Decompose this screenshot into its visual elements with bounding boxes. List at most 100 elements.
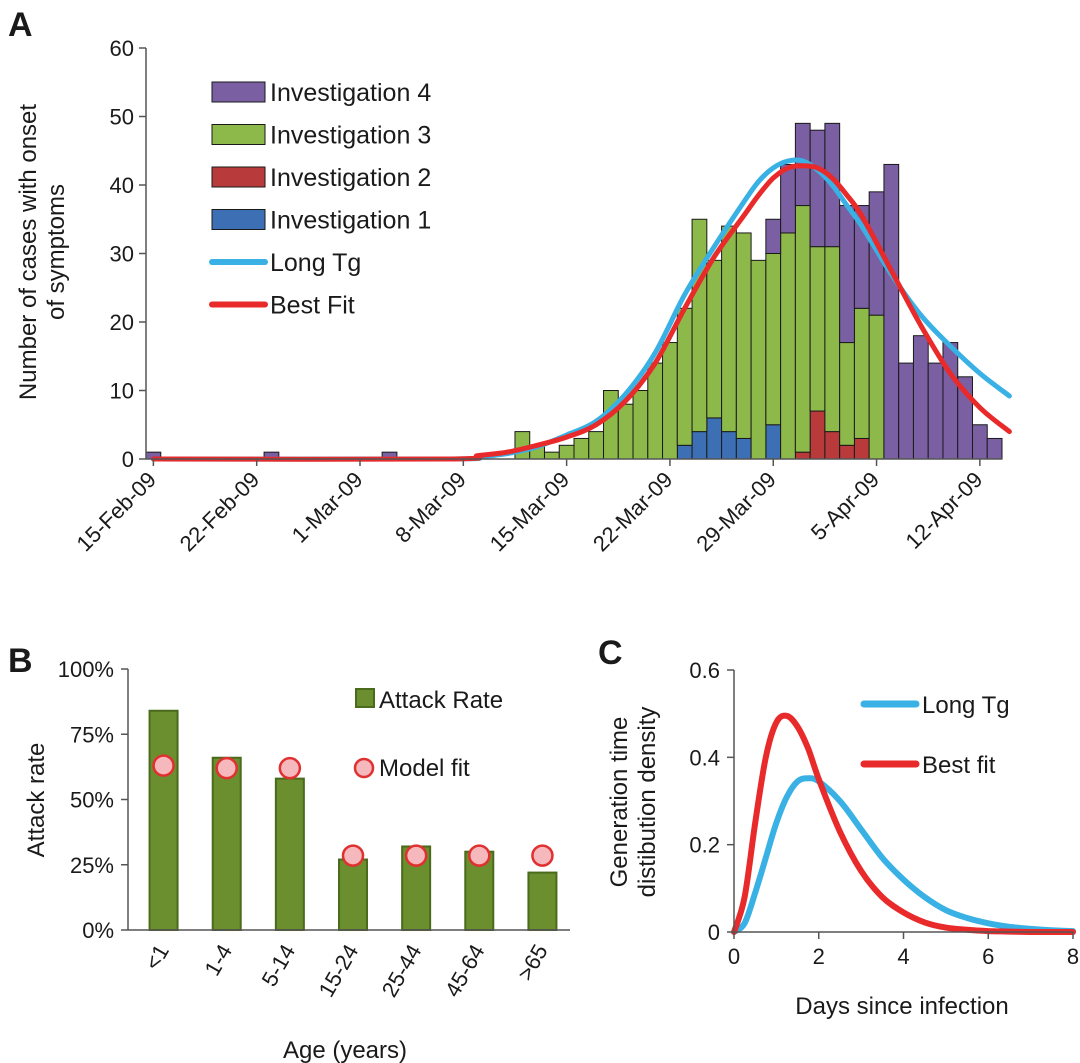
bar-investigation-3 [809,246,826,412]
x-tick-label: 4 [897,944,909,969]
attack-rate-bar [211,756,242,931]
legend-label: Investigation 1 [270,207,431,235]
bar-investigation-3 [765,253,782,426]
legend-swatch-attack-rate [355,688,375,708]
x-tick-label: 15-Mar-09 [485,467,574,556]
y-tick-label: 25% [70,853,114,878]
attack-rate-bar [274,777,305,931]
bar-investigation-3 [721,225,737,433]
legend-label-attack-rate: Attack Rate [379,687,503,714]
y-axis-title-line-2: distibution density [634,707,661,898]
bar-investigation-2 [794,451,811,460]
bar-investigation-3 [691,218,708,433]
bar-investigation-3 [780,232,796,460]
x-tick-label: 22-Mar-09 [588,467,677,556]
bar-investigation-2 [824,431,841,460]
y-tick-label: 50 [110,105,134,130]
y-axis-title-line-1: Number of cases with onset [15,104,42,400]
x-axis-title: Age (years) [283,1037,407,1063]
panel-a-lines [150,157,1012,462]
y-tick-label: 0.2 [689,833,720,858]
bar-investigation-3 [824,246,841,433]
legend-label: Best Fit [270,292,355,320]
y-tick-label: 0 [708,920,720,945]
bar-investigation-3 [676,307,693,446]
x-tick-label: 0 [728,944,740,969]
model-fit-marker [531,844,554,867]
bar-investigation-3 [853,307,870,439]
attack-rate-bar [338,858,368,932]
x-axis-title: Days since infection [795,993,1008,1020]
legend-swatch-investigation-4 [211,81,266,103]
best-fit-line [150,163,1012,462]
attack-rate-bar [527,871,558,932]
y-tick-label: 10 [110,379,134,404]
bar-investigation-4 [765,218,782,254]
y-tick-label: 30 [110,242,134,267]
legend-label: Long Tg [922,692,1010,719]
x-tick-label: 12-Apr-09 [901,467,988,554]
x-category-label: 25-44 [377,940,427,1001]
y-tick-label: 0% [82,918,114,943]
bar-investigation-4 [986,437,1003,460]
bar-investigation-4 [927,362,944,460]
model-fit-marker [278,756,302,780]
model-fit-marker [215,756,238,780]
bar-investigation-3 [647,362,664,460]
bar-investigation-4 [898,362,914,460]
x-category-label: 1-4 [199,940,237,980]
legend-swatch-investigation-1 [211,209,266,230]
panel-c-axes: 0 0.2 0.4 0.6 0 2 4 6 8 Days since infection Gener… [606,658,1079,1020]
panel-a-y-axis-title: Number of cases with onsetof symptoms [15,104,70,400]
bar-investigation-3 [662,342,678,460]
bar-investigation-3 [573,437,590,460]
bar-investigation-3 [839,342,855,446]
model-fit-marker [152,754,175,777]
bar-investigation-1 [765,424,782,460]
bar-investigation-3 [617,403,634,460]
legend-swatch-investigation-2 [211,166,266,188]
model-fit-marker [404,844,428,867]
y-axis-title: Attack rate [23,743,50,858]
x-category-label: 5-14 [257,940,301,991]
panel-a: A 0 10 20 30 40 50 60 15-Feb-09 22-Feb-09 1-Mar-0… [8,6,1012,556]
bar-investigation-4 [971,424,988,460]
x-category-label: 45-64 [440,940,490,1001]
panel-b-bars [148,709,558,932]
long-tg-curve [731,775,1076,935]
x-category-label: >65 [512,940,552,985]
x-tick-label: 8 [1067,944,1079,969]
bar-investigation-1 [735,437,752,460]
y-tick-label: 75% [70,722,114,747]
x-tick-label: 6 [982,944,994,969]
y-axis-title-line-1: Generation time [606,717,633,888]
bar-investigation-3 [588,431,605,460]
bar-investigation-3 [632,390,649,460]
x-tick-label: 8-Mar-09 [390,467,471,548]
bar-investigation-4 [883,163,900,460]
attack-rate-bar [148,709,179,932]
legend-label: Investigation 2 [270,164,431,192]
bar-investigation-1 [706,417,723,460]
x-tick-label: 29-Mar-09 [691,467,780,556]
bar-investigation-4 [780,163,796,234]
panel-c-letter: C [598,634,623,672]
y-tick-label: 60 [110,36,134,61]
panel-b: B 0% 25% 50% 75% 100% <1 1-4 5-14 15-24 25-44 45-6… [8,642,570,1063]
model-fit-marker [341,844,365,867]
panel-b-legend: Attack Rate Model fit [353,687,503,782]
bar-investigation-3 [735,232,752,439]
bar-investigation-4 [809,129,826,248]
bar-investigation-3 [558,444,575,460]
y-tick-label: 40 [110,173,134,198]
panel-b-letter: B [8,642,33,680]
x-tick-label: 22-Feb-09 [175,467,264,556]
bar-investigation-2 [839,444,855,460]
legend-swatch-investigation-3 [211,124,266,145]
bar-investigation-3 [794,205,811,453]
bar-investigation-3 [868,314,885,460]
y-tick-label: 0 [122,447,134,472]
x-category-label: <1 [140,940,174,974]
legend-label: Best fit [922,752,996,779]
